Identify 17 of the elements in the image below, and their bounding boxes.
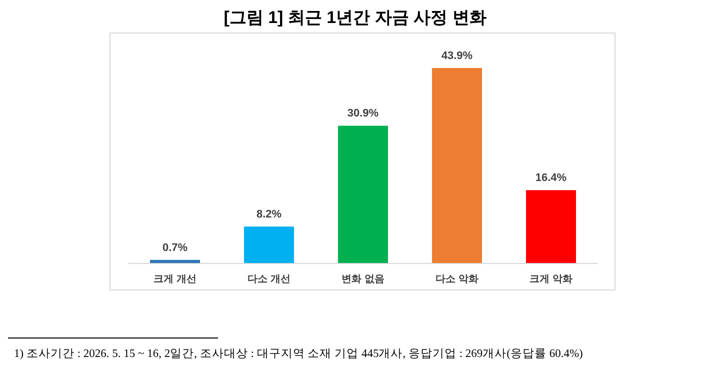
data-label: 0.7% (162, 242, 188, 254)
bar (526, 190, 576, 263)
bar (432, 68, 482, 263)
bar (338, 126, 388, 263)
data-label: 43.9% (441, 50, 473, 62)
x-tick-label: 변화 없음 (342, 274, 384, 285)
x-tick-label: 크게 개선 (154, 274, 196, 285)
bar (244, 226, 294, 263)
x-tick-label: 다소 개선 (248, 274, 290, 285)
x-tick-label: 다소 악화 (436, 274, 478, 285)
text: 1) 조사기간 : 2026. 5. 15 ~ 16, 2일간, 조사대상 : 대구지역 소재 기업 445개사, 응답기업 : 269개사(응답률 60.4%) (14, 348, 584, 360)
data-label: 30.9% (347, 108, 379, 120)
data-label: 16.4% (535, 172, 567, 184)
bar (150, 260, 200, 263)
data-label: 8.2% (256, 208, 282, 221)
chart-title: [그림 1] 최근 1년간 자금 사정 변화 (224, 8, 486, 27)
x-tick-label: 크게 악화 (530, 274, 572, 285)
